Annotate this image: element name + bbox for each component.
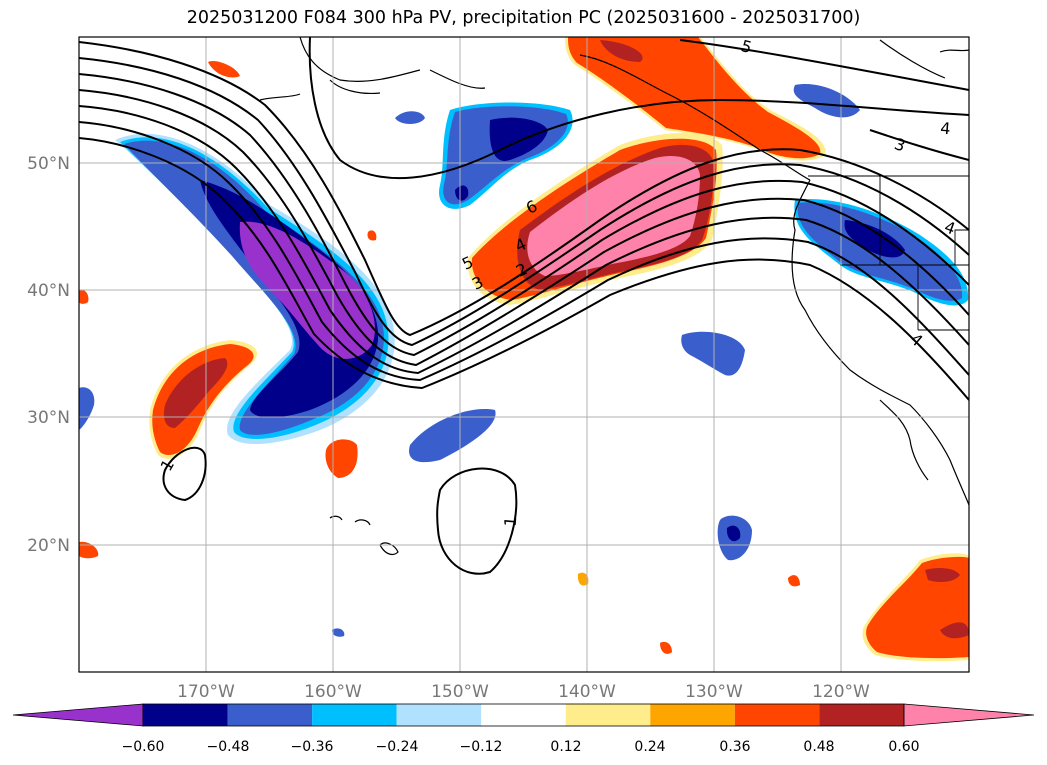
lon-label: 160°W xyxy=(304,682,362,702)
lon-label: 150°W xyxy=(431,682,489,702)
map-plot-area: 1 1 2 3 4 5 6 5 4 3 4 4 xyxy=(79,36,969,672)
lat-label: 50°N xyxy=(27,154,70,174)
lat-label: 30°N xyxy=(27,408,70,428)
contour-label: 1 xyxy=(501,516,521,528)
page-title: 2025031200 F084 300 hPa PV, precipitatio… xyxy=(186,8,861,28)
lon-label: 120°W xyxy=(812,682,870,702)
lat-axis-labels: 50°N 40°N 30°N 20°N xyxy=(27,154,70,556)
colorbar: −0.60 −0.48 −0.36 −0.24 −0.12 0.12 0.24 … xyxy=(12,703,1035,755)
colorbar-tick-label: 0.12 xyxy=(550,739,581,755)
colorbar-extend-min xyxy=(12,703,144,727)
contour-label: 5 xyxy=(739,36,754,57)
lon-axis-labels: 170°W 160°W 150°W 140°W 130°W 120°W xyxy=(177,682,870,702)
negative-precip-shading xyxy=(79,84,969,637)
graticule xyxy=(79,37,969,672)
colorbar-segment xyxy=(143,704,228,726)
pv-contours xyxy=(79,37,969,575)
colorbar-segment xyxy=(565,704,651,726)
colorbar-tick-label: 0.24 xyxy=(634,739,665,755)
map-frame xyxy=(78,36,970,673)
lon-label: 140°W xyxy=(558,682,616,702)
colorbar-segment xyxy=(819,704,904,726)
colorbar-segment xyxy=(227,704,313,726)
colorbar-outline xyxy=(142,703,905,727)
colorbar-tick-label: 0.48 xyxy=(803,739,834,755)
colorbar-segment xyxy=(734,704,820,726)
colorbar-tick-label: −0.60 xyxy=(122,739,165,755)
colorbar-segments xyxy=(12,703,1035,727)
colorbar-tick-label: −0.48 xyxy=(207,739,250,755)
contour-label: 4 xyxy=(940,119,952,139)
colorbar-segment xyxy=(312,704,397,726)
colorbar-tick-label: −0.36 xyxy=(291,739,334,755)
colorbar-tick-label: 0.60 xyxy=(888,739,919,755)
colorbar-tick-labels: −0.60 −0.48 −0.36 −0.24 −0.12 0.12 0.24 … xyxy=(122,739,920,755)
lon-label: 130°W xyxy=(685,682,743,702)
colorbar-extend-max xyxy=(903,703,1035,727)
colorbar-segment xyxy=(396,704,482,726)
colorbar-tick-label: −0.12 xyxy=(460,739,503,755)
colorbar-segment xyxy=(481,704,566,726)
colorbar-segment xyxy=(650,704,735,726)
lon-label: 170°W xyxy=(177,682,235,702)
colorbar-tick-label: −0.24 xyxy=(376,739,419,755)
lat-label: 40°N xyxy=(27,281,70,301)
colorbar-tick-label: 0.36 xyxy=(719,739,750,755)
lat-label: 20°N xyxy=(27,536,70,556)
